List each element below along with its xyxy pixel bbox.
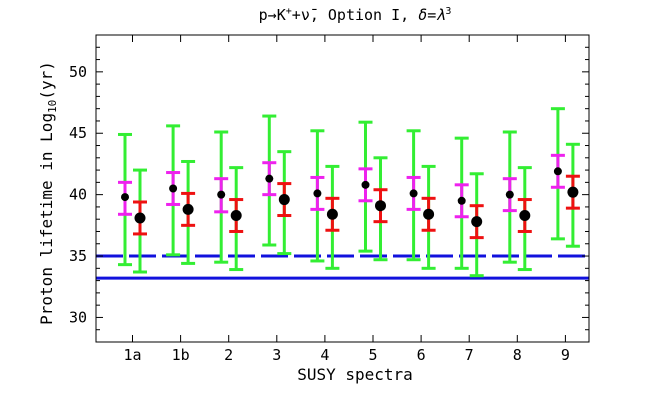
data-point [278,194,290,206]
data-point [519,210,531,222]
y-tick-label: 40 [69,186,87,204]
title-prefix: p→K [259,6,286,24]
x-tick-label: 5 [368,346,377,364]
data-point [505,190,514,199]
y-tick-label: 50 [69,63,87,81]
y-axis-label: Proton lifetime in Log10(yr) [37,61,59,325]
data-point [169,184,178,193]
y-tick-label: 45 [69,124,87,142]
data-point [375,200,386,212]
x-tick-label: 4 [320,346,329,364]
title-mid: + [292,6,301,24]
data-point [567,186,579,198]
data-point [471,216,483,228]
ylabel-sub: 10 [46,100,59,113]
data-point [182,203,194,215]
data-point [313,189,322,198]
x-tick-label: 9 [561,346,570,364]
x-tick-label: 1b [172,346,190,364]
x-tick-label: 8 [513,346,522,364]
limit-lines [96,254,589,280]
data-point [134,212,146,224]
data-point [230,210,242,222]
data-point [326,208,338,220]
data-point [409,189,418,198]
data-point [265,174,274,183]
ylabel-suffix: (yr) [37,61,56,100]
plot-frame [95,34,590,343]
data-point [457,196,466,205]
title-sup2: 3 [445,6,451,17]
x-axis-label: SUSY spectra [297,365,413,384]
data-point [553,167,562,176]
y-tick-label: 30 [69,308,87,326]
x-tick-label: 3 [272,346,281,364]
chart-title: p→K++ν̄, Option I, δ=λ3 [259,6,452,24]
x-tick-label: 2 [224,346,233,364]
data-point [361,180,370,189]
data-point [121,193,129,202]
y-tick-label: 35 [69,247,87,265]
title-suffix: , Option I, [310,6,418,24]
title-delta: δ=λ [418,6,445,24]
ylabel-prefix: Proton lifetime in Log [37,113,56,325]
title-sup1: + [286,6,292,17]
x-tick-label: 6 [417,346,426,364]
error-bars [118,107,580,278]
x-tick-label: 1a [123,346,141,364]
data-point [217,190,226,199]
x-tick-label: 7 [465,346,474,364]
data-point [423,208,435,220]
